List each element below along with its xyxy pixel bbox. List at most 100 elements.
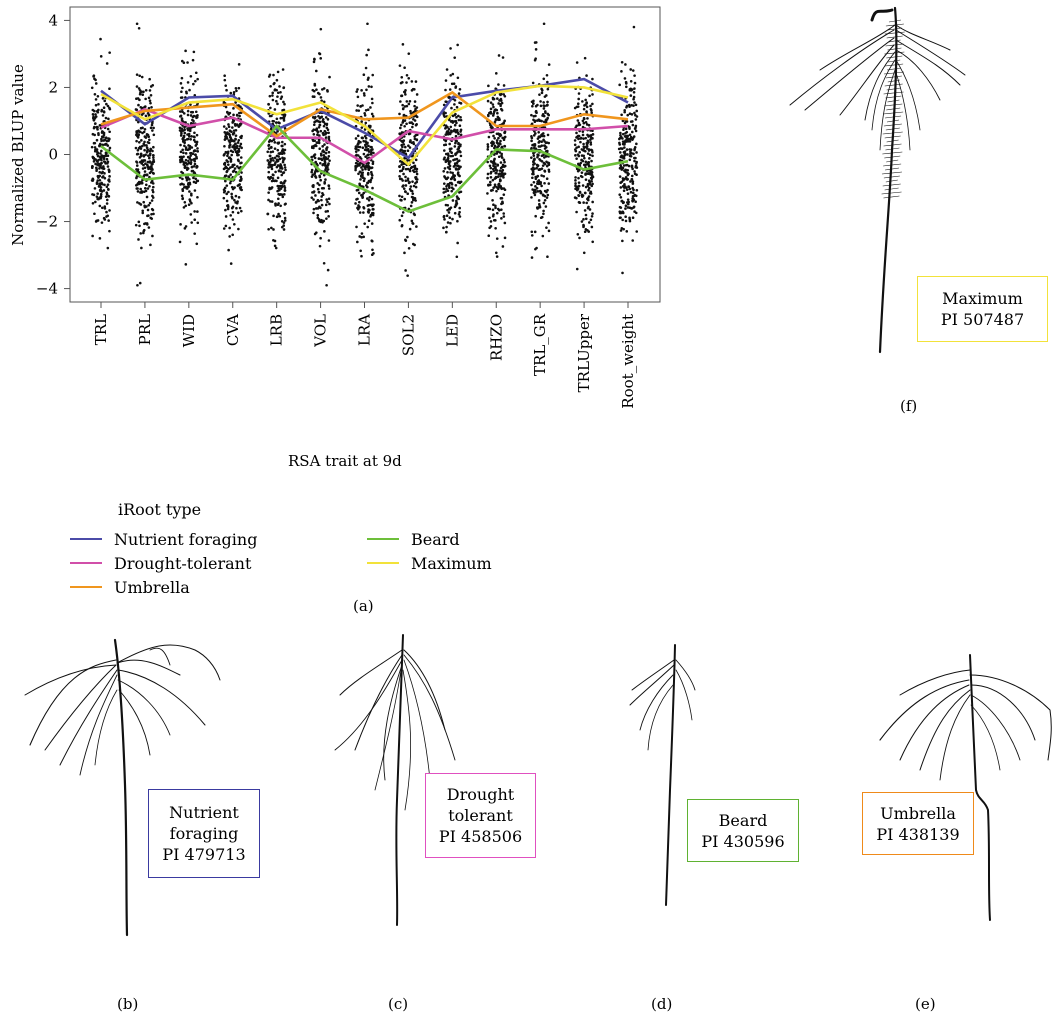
scatter-point	[624, 219, 628, 223]
scatter-point	[445, 214, 449, 218]
scatter-point	[310, 196, 314, 199]
scatter-point	[591, 174, 594, 178]
scatter-point	[278, 188, 281, 192]
scatter-point	[486, 207, 490, 211]
scatter-point	[492, 105, 495, 109]
scatter-point	[621, 156, 624, 159]
scatter-point	[279, 116, 283, 120]
scatter-point	[542, 77, 546, 81]
scatter-point	[444, 127, 447, 130]
scatter-point	[629, 94, 633, 97]
scatter-point	[179, 223, 182, 226]
scatter-point	[310, 175, 314, 178]
scatter-point	[545, 226, 548, 229]
scatter-point	[314, 207, 318, 210]
scatter-point	[370, 166, 374, 169]
scatter-point	[633, 210, 636, 213]
scatter-point	[531, 81, 535, 85]
scatter-point	[137, 87, 141, 90]
scatter-point	[405, 104, 409, 108]
scatter-point	[225, 184, 229, 187]
scatter-point	[587, 230, 591, 233]
scatter-point	[189, 213, 193, 216]
scatter-point	[105, 192, 109, 196]
scatter-point	[314, 176, 318, 179]
scatter-point	[143, 148, 146, 152]
scatter-point	[94, 103, 98, 107]
scatter-point	[623, 169, 626, 172]
scatter-point	[369, 215, 372, 218]
scatter-point	[325, 164, 329, 168]
scatter-point	[270, 226, 273, 230]
scatter-point	[583, 191, 587, 195]
scatter-point	[92, 118, 96, 121]
scatter-point	[412, 118, 415, 121]
scatter-point	[138, 156, 142, 159]
scatter-point	[577, 121, 581, 125]
scatter-point	[313, 156, 317, 160]
scatter-point	[276, 95, 279, 98]
scatter-point	[442, 143, 446, 147]
scatter-point	[493, 183, 497, 186]
scatter-point	[575, 196, 578, 200]
scatter-point	[224, 84, 228, 87]
scatter-point	[362, 211, 365, 214]
scatter-point	[180, 194, 184, 198]
scatter-point	[272, 238, 275, 242]
label-line: Beard	[718, 810, 768, 830]
scatter-point	[148, 77, 151, 81]
scatter-point	[143, 140, 146, 144]
scatter-point	[621, 271, 624, 275]
scatter-point	[489, 160, 493, 163]
scatter-point	[137, 103, 140, 107]
scatter-point	[279, 170, 283, 173]
scatter-point	[630, 174, 634, 178]
scatter-point	[108, 51, 111, 54]
scatter-point	[582, 107, 586, 111]
scatter-point	[277, 169, 281, 173]
scatter-point	[578, 191, 582, 194]
label-line: Nutrient	[169, 803, 239, 822]
scatter-point	[237, 159, 240, 163]
scatter-point	[238, 111, 241, 115]
scatter-point	[134, 108, 138, 111]
scatter-point	[100, 109, 103, 113]
scatter-point	[400, 214, 404, 218]
scatter-point	[503, 236, 507, 240]
scatter-point	[271, 176, 275, 180]
scatter-point	[586, 161, 590, 164]
scatter-point	[271, 150, 275, 153]
scatter-point	[237, 196, 241, 199]
scatter-point	[371, 160, 375, 164]
scatter-point	[627, 103, 631, 107]
scatter-point	[106, 127, 110, 131]
scatter-point	[590, 215, 594, 218]
scatter-point	[492, 218, 496, 222]
scatter-point	[501, 174, 505, 177]
scatter-point	[492, 186, 495, 190]
scatter-point	[106, 183, 110, 186]
scatter-point	[576, 153, 580, 156]
scatter-point	[411, 221, 414, 225]
scatter-point	[96, 192, 99, 195]
scatter-point	[226, 154, 229, 158]
scatter-point	[631, 199, 634, 202]
scatter-point	[275, 88, 278, 92]
scatter-point	[280, 225, 284, 229]
scatter-point	[189, 127, 192, 130]
scatter-point	[310, 155, 313, 159]
scatter-point	[326, 128, 330, 131]
scatter-point	[322, 120, 326, 124]
scatter-point	[91, 234, 94, 238]
scatter-point	[400, 169, 404, 172]
scatter-point	[184, 263, 188, 266]
scatter-point	[228, 111, 232, 115]
scatter-point	[103, 218, 107, 221]
scatter-point	[147, 135, 151, 139]
scatter-point	[92, 126, 96, 130]
scatter-point	[231, 170, 235, 173]
scatter-point	[453, 211, 457, 215]
scatter-point	[185, 177, 189, 181]
scatter-point	[542, 174, 546, 178]
